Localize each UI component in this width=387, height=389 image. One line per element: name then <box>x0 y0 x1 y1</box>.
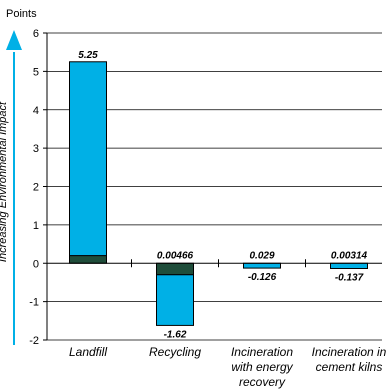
impact-arrow-label: Increasing Environmental Impact <box>0 101 9 262</box>
value-labels: 5.25 0.00466 -1.62 0.029 -0.126 0.00314 -0.137 <box>78 50 367 341</box>
x-category-line: Recycling <box>149 345 201 359</box>
bar-top-value-label: 0.029 <box>249 250 274 261</box>
bars <box>69 61 368 326</box>
x-category-line: with energy <box>231 360 293 374</box>
x-axis: Landfill Recycling Incineration with energy… <box>47 259 387 389</box>
y-tick-label: 6 <box>33 28 39 40</box>
x-category-label: Recycling <box>149 345 201 359</box>
x-category-label: Incineration in cement kilns <box>312 345 387 374</box>
bar-bottom-value-label: -0.137 <box>335 273 364 284</box>
y-tick-label: 3 <box>33 143 39 155</box>
impact-arrow: Increasing Environmental Impact <box>0 30 22 345</box>
x-category-line: recovery <box>239 375 286 389</box>
bar-segment <box>69 61 107 257</box>
y-tick-label: 5 <box>33 66 39 78</box>
y-axis: -2 -1 0 1 2 3 4 5 6 <box>29 28 48 347</box>
unit-label: Points <box>6 8 37 20</box>
bar-bottom-value-label: -0.126 <box>248 272 277 283</box>
bar-bottom-value-label: -1.62 <box>164 329 187 340</box>
bar-segment <box>243 262 281 269</box>
x-category-line: cement kilns <box>316 360 383 374</box>
y-tick-label: 4 <box>33 105 39 117</box>
x-category-line: Incineration <box>231 345 293 359</box>
x-category-label: Incineration with energy recovery <box>231 345 294 389</box>
x-category-line: Landfill <box>69 345 107 359</box>
bar-segment <box>69 255 107 264</box>
y-tick-label: 2 <box>33 182 39 194</box>
y-tick-label: -1 <box>29 297 39 309</box>
y-tick-label: 1 <box>33 220 39 232</box>
bar-segment <box>156 274 194 326</box>
x-category-label: Landfill <box>69 345 107 359</box>
impact-arrow-head <box>6 30 22 50</box>
x-category-line: Incineration in <box>312 345 387 359</box>
bar-segment <box>330 262 368 270</box>
bar-top-value-label: 0.00466 <box>157 250 194 261</box>
y-tick-label: -2 <box>29 335 39 347</box>
bar-segment <box>156 262 194 276</box>
bar-top-value-label: 5.25 <box>78 50 98 61</box>
bar-top-value-label: 0.00314 <box>331 250 368 261</box>
y-tick-label: 0 <box>33 258 39 270</box>
